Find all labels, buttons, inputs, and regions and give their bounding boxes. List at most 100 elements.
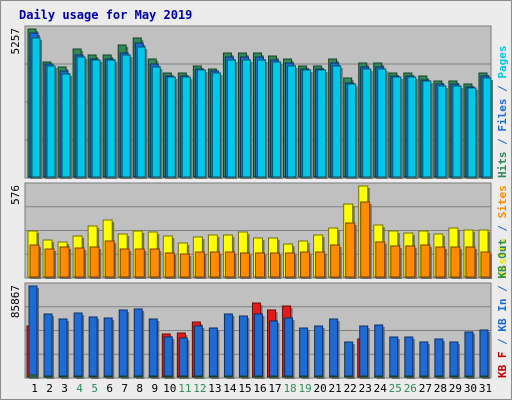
bar-kb-in [43,313,53,378]
bar-kb-in [314,325,324,378]
bar-sites [164,252,175,278]
bar-sites [59,246,70,278]
bar-kb-in [253,313,263,378]
bar-pages [392,76,402,178]
x-tick-label: 10 [163,382,176,395]
bar-kb-out-shadow [451,378,460,379]
legend-entry: KB In [496,299,509,332]
bar-kb-in [434,338,444,378]
x-tick-label: 30 [464,382,477,395]
axis-max-label: 5257 [9,28,22,55]
bar-kb-in [269,320,279,378]
bar-kb-out-shadow [376,378,385,379]
bar-kb-out [404,375,414,378]
bar-kb-in [299,327,309,378]
bar-sites [300,251,311,278]
bar-kb-out-shadow [271,378,280,379]
bar-pages [31,37,41,178]
bar-kb-out [88,375,98,378]
bar-sites [119,248,130,278]
bar-kb-out-shadow [91,378,100,379]
bar-kb-in [178,337,188,378]
bar-pages [437,85,447,178]
chart-title: Daily usage for May 2019 [19,8,193,22]
bar-pages [106,59,116,178]
bar-pages [317,69,327,178]
x-tick-label: 25 [389,382,402,395]
bar-kb-out-shadow [286,378,295,379]
bar-kb-in [344,341,354,378]
bar-kb-in [419,341,429,378]
bar-sites [420,244,431,278]
bar-kb-out [479,375,489,378]
bar-pages [272,61,282,178]
bar-kb-out-shadow [241,378,250,379]
legend-entry: Files [496,99,509,132]
bar-kb-in [359,325,369,378]
bar-kb-in [449,341,459,378]
x-tick-label: 17 [268,382,281,395]
bar-pages [211,72,221,178]
bar-pages [136,46,146,178]
x-tick-label: 23 [359,382,372,395]
x-tick-label: 13 [208,382,221,395]
bar-kb-in [404,336,414,378]
bar-sites [435,246,446,278]
x-tick-label: 8 [136,382,143,395]
bar-kb-in [58,318,68,378]
bar-kb-out [133,375,143,378]
bar-kb-out-shadow [301,378,310,379]
bar-kb-out [253,375,263,378]
bar-kb-out [148,375,158,378]
x-tick-label: 29 [449,382,462,395]
bar-kb-out-shadow [436,378,445,379]
bar-kb-in [103,317,113,378]
bar-kb-out [389,375,399,378]
x-tick-label: 2 [46,382,53,395]
bar-kb-out-shadow [166,378,175,379]
x-tick-label: 16 [253,382,266,395]
bar-kb-in [133,308,143,378]
x-tick-label: 22 [344,382,357,395]
bar-pages [377,68,387,178]
x-tick-label: 7 [121,382,128,395]
bar-kb-in [464,331,474,378]
bar-sites [179,253,190,278]
bar-kb-out [269,375,279,378]
bar-kb-out-shadow [481,378,490,379]
bar-sites [480,251,491,278]
bar-sites [89,246,100,278]
x-tick-label: 5 [91,382,98,395]
bar-sites [375,241,386,278]
bar-kb-out-shadow [46,378,55,379]
bar-kb-out-shadow [136,378,145,379]
bar-kb-out [314,375,324,378]
bar-pages [347,83,357,178]
bar-kb-in [374,324,384,378]
x-tick-label: 11 [178,382,191,395]
bar-kb-out [43,375,53,378]
x-tick-label: 18 [283,382,296,395]
bar-sites [345,222,356,278]
legend-entry: KB F [496,352,509,379]
bar-kb-out-shadow [256,378,265,379]
bar-kb-out-shadow [421,378,430,379]
bar-kb-in [284,317,294,378]
bar-sites [254,252,265,278]
legend-entry: KB Out [496,239,509,279]
bar-kb-in [238,315,248,378]
x-tick-label: 12 [193,382,206,395]
bar-pages [362,68,372,178]
bar-kb-in [88,316,98,378]
bar-kb-out-shadow [211,378,220,379]
bar-kb-out-shadow [76,378,85,379]
legend-entry: Pages [496,46,509,79]
legend-separator: / [496,332,509,352]
bar-kb-out-shadow [466,378,475,379]
bar-kb-out [28,374,38,378]
bar-kb-in [223,313,233,378]
bar-kb-out [208,375,218,378]
bar-kb-out [329,375,339,378]
